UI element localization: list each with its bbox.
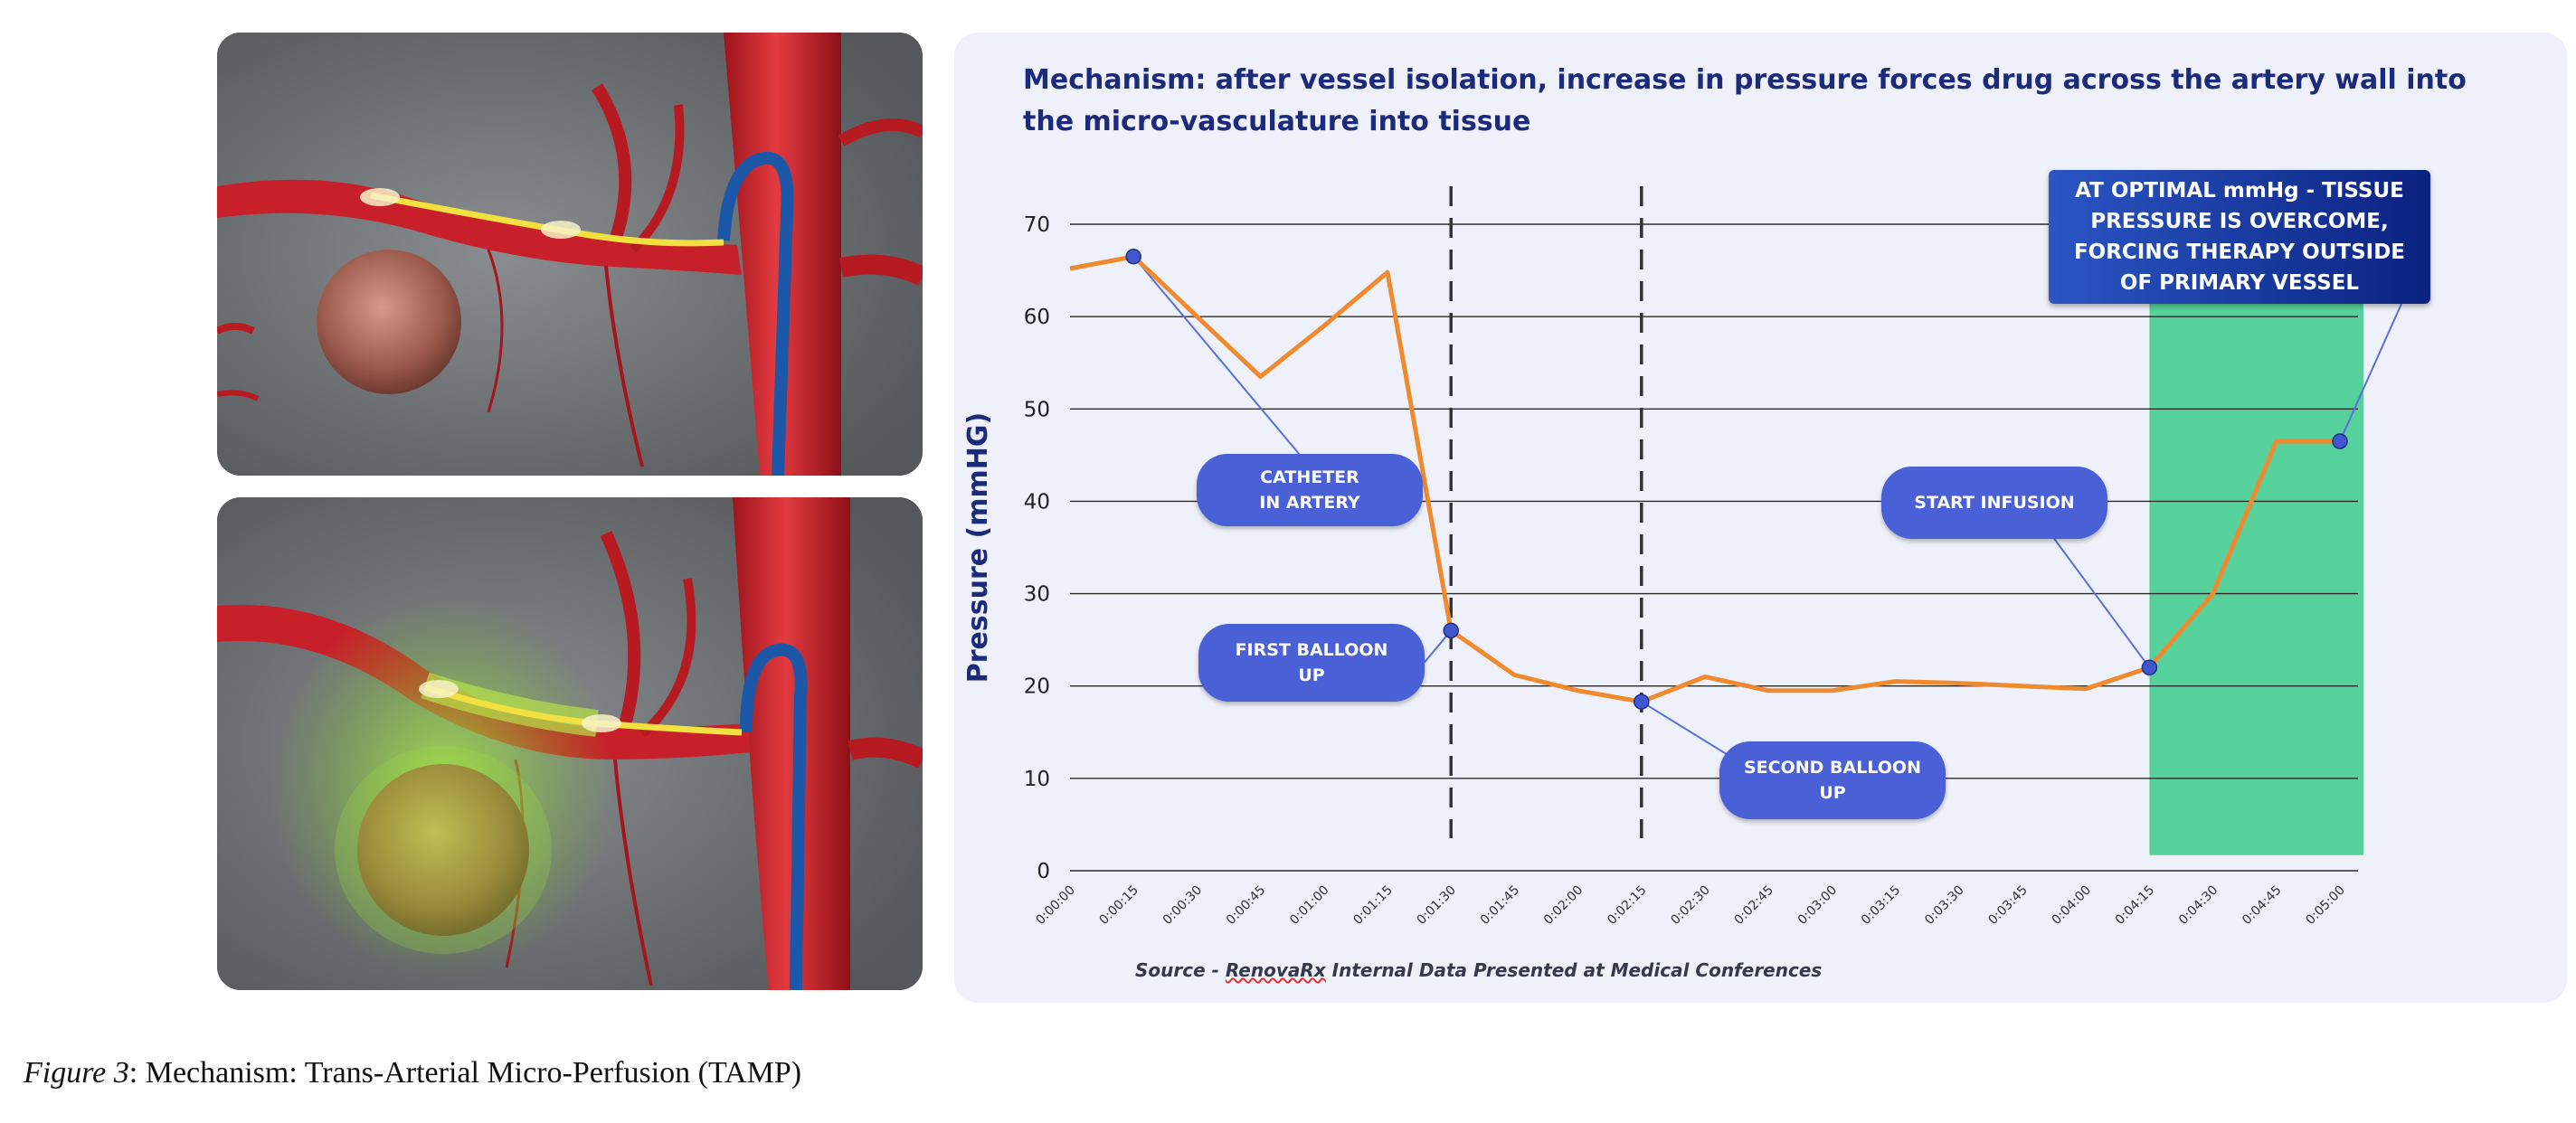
x-tick-label: 0:04:15 [2113,883,2157,928]
y-tick-label: 50 [1024,398,1050,421]
x-tick-label: 0:02:15 [1605,883,1649,928]
optimal-pressure-region [2149,221,2363,855]
annotation-leader-line [2039,518,2151,668]
x-tick-label: 0:01:15 [1350,883,1395,928]
chart-panel: Mechanism: after vessel isolation, incre… [954,33,2567,1003]
figure-caption: Figure 3: Mechanism: Trans-Arterial Micr… [24,1056,801,1090]
x-tick-label: 0:02:00 [1541,883,1586,928]
perfusion-illustration-bottom [217,497,923,990]
figure-caption-text: : Mechanism: Trans-Arterial Micro-Perfus… [128,1056,802,1090]
marked-data-point [2141,659,2158,676]
x-tick-label: 0:00:45 [1224,883,1268,928]
x-tick-label: 0:03:00 [1795,883,1840,928]
y-axis-label: Pressure (mmHG) [962,412,994,683]
artery-catheter-graphic [217,33,923,476]
marked-data-point [1125,249,1141,265]
marked-data-point [1634,694,1650,710]
annotation-leader-line [1641,701,1742,764]
x-tick-label: 0:00:30 [1160,883,1205,928]
x-tick-label: 0:02:45 [1732,883,1776,928]
callout-second-balloon-up: SECOND BALLOON UP [1719,741,1946,819]
x-tick-label: 0:05:00 [2303,883,2347,928]
marked-data-point [1443,622,1459,639]
x-tick-label: 0:01:00 [1287,883,1331,928]
pressure-chart: 0 10 20 30 40 50 60 70 Pressure (mmHG) 0:00:00 0:0… [962,186,2402,928]
x-tick-label: 0:03:15 [1859,883,1903,928]
drug-perfusion-graphic [217,497,923,990]
x-tick-label: 0:03:45 [1985,883,2030,928]
callout-start-infusion: START INFUSION [1881,467,2107,539]
callout-optimal-mmhg: AT OPTIMAL mmHg - TISSUE PRESSURE IS OVE… [2049,170,2430,304]
y-tick-label: 10 [1024,768,1050,791]
source-brand: RenovaRx [1225,959,1326,981]
x-tick-label: 0:01:30 [1415,883,1459,928]
x-tick-label: 0:00:00 [1033,883,1077,928]
marked-data-point [2332,433,2348,449]
source-rest: Internal Data Presented at Medical Confe… [1325,959,1823,981]
y-tick-label: 60 [1024,306,1050,329]
x-tick-label: 0:00:15 [1097,883,1141,928]
x-tick-label: 0:04:00 [2050,883,2094,928]
y-tick-label: 0 [1037,860,1050,883]
figure-label: Figure 3 [24,1056,129,1090]
x-tick-label: 0:04:30 [2176,883,2221,928]
catheter-illustration-top [217,33,923,476]
annotation-leader-line [1132,256,1315,473]
y-tick-label: 70 [1024,213,1050,237]
annotation-leader-line [2339,303,2402,442]
x-tick-label: 0:03:30 [1922,883,1966,928]
y-tick-label: 40 [1024,490,1050,514]
source-note: Source - RenovaRx Internal Data Presente… [1135,959,1822,981]
callout-first-balloon-up: FIRST BALLOON UP [1198,624,1425,702]
callout-catheter-in-artery: CATHETER IN ARTERY [1197,454,1423,526]
source-prefix: Source - [1135,959,1226,981]
y-tick-label: 30 [1024,583,1050,607]
pressure-series-line [1069,254,2340,704]
x-tick-label: 0:04:45 [2240,883,2284,928]
x-tick-label: 0:02:30 [1668,883,1712,928]
chart-title: Mechanism: after vessel isolation, incre… [1023,64,2467,137]
x-tick-label: 0:01:45 [1478,883,1522,928]
y-tick-label: 20 [1024,675,1050,699]
